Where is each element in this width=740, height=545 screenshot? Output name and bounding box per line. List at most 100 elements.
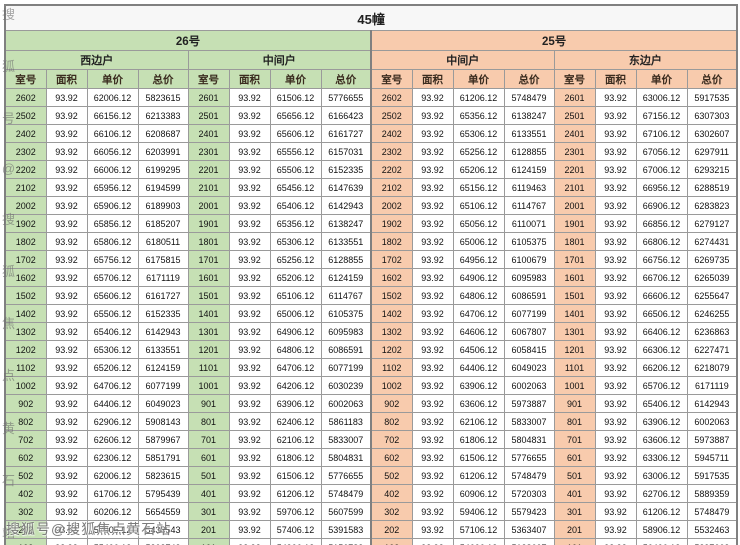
room-number-cell: 802 [4, 412, 47, 431]
value-cell: 5128607 [503, 538, 555, 545]
value-cell: 61706.12 [86, 484, 139, 503]
value-cell: 5720303 [503, 484, 555, 503]
room-number-cell: 702 [370, 430, 413, 449]
value-cell: 64406.12 [86, 394, 139, 413]
value-cell: 5908143 [137, 412, 189, 431]
room-number-cell: 1201 [553, 340, 596, 359]
room-number-cell: 2501 [553, 106, 596, 125]
value-cell: 93.92 [594, 412, 637, 431]
value-cell: 6279127 [686, 214, 738, 233]
value-cell: 5833007 [320, 430, 372, 449]
room-number-cell: 2201 [187, 160, 230, 179]
value-cell: 93.92 [45, 286, 88, 305]
room-number-cell: 1901 [187, 214, 230, 233]
value-cell: 64406.12 [452, 358, 505, 377]
value-cell: 5889359 [686, 484, 738, 503]
table-row: 2502 93.92 66156.12 6213383 2501 93.92 65656.1… [4, 106, 738, 125]
table-row: 1002 93.92 64706.12 6077199 1001 93.92 64206.1… [4, 376, 738, 395]
value-cell: 5391583 [320, 520, 372, 539]
value-cell: 61206.12 [269, 484, 322, 503]
value-cell: 65206.12 [269, 268, 322, 287]
value-cell: 65406.12 [635, 394, 688, 413]
value-cell: 5532463 [686, 520, 738, 539]
value-cell: 93.92 [594, 88, 637, 107]
value-cell: 65406.12 [269, 196, 322, 215]
value-cell: 6283823 [686, 196, 738, 215]
value-cell: 61806.12 [269, 448, 322, 467]
value-cell: 62306.12 [86, 448, 139, 467]
value-cell: 6246255 [686, 304, 738, 323]
value-cell: 93.92 [228, 268, 271, 287]
value-cell: 6067807 [503, 322, 555, 341]
value-cell: 6110071 [503, 214, 555, 233]
value-cell: 6100679 [503, 250, 555, 269]
value-cell: 67156.12 [635, 106, 688, 125]
value-cell: 93.92 [594, 196, 637, 215]
value-cell: 93.92 [228, 376, 271, 395]
value-cell: 66756.12 [635, 250, 688, 269]
value-cell: 93.92 [45, 412, 88, 431]
room-number-cell: 302 [4, 502, 47, 521]
value-cell: 6302607 [686, 124, 738, 143]
value-cell: 93.92 [228, 466, 271, 485]
value-cell: 5945711 [686, 448, 738, 467]
column-header: 单价 [452, 69, 505, 89]
column-header: 面积 [45, 69, 88, 89]
value-cell: 64806.12 [452, 286, 505, 305]
value-cell: 93.92 [594, 124, 637, 143]
value-cell: 5917535 [686, 466, 738, 485]
column-header: 室号 [370, 69, 413, 89]
room-number-cell: 1601 [553, 268, 596, 287]
value-cell: 93.92 [411, 430, 454, 449]
value-cell: 5748479 [320, 484, 372, 503]
room-number-cell: 1202 [370, 340, 413, 359]
value-cell: 61806.12 [452, 430, 505, 449]
room-number-cell: 301 [187, 502, 230, 521]
room-number-cell: 1401 [187, 304, 230, 323]
value-cell: 5823615 [137, 466, 189, 485]
room-number-cell: 1002 [4, 376, 47, 395]
value-cell: 58906.12 [635, 520, 688, 539]
room-number-cell: 701 [187, 430, 230, 449]
value-cell: 64906.12 [452, 268, 505, 287]
room-number-cell: 2001 [187, 196, 230, 215]
column-header: 总价 [137, 69, 189, 89]
value-cell: 5795439 [137, 484, 189, 503]
room-number-cell: 1301 [553, 322, 596, 341]
value-cell: 5654559 [137, 502, 189, 521]
value-cell: 93.92 [411, 232, 454, 251]
value-cell: 65256.12 [269, 250, 322, 269]
value-cell: 6218079 [686, 358, 738, 377]
column-header: 总价 [320, 69, 372, 89]
room-number-cell: 1801 [553, 232, 596, 251]
room-number-cell: 2501 [187, 106, 230, 125]
room-number-cell: 1702 [4, 250, 47, 269]
value-cell: 6274431 [686, 232, 738, 251]
value-cell: 6175815 [137, 250, 189, 269]
value-cell: 6171119 [686, 376, 738, 395]
value-cell: 6124159 [137, 358, 189, 377]
value-cell: 63606.12 [452, 394, 505, 413]
value-cell: 60906.12 [452, 484, 505, 503]
room-number-cell: 602 [4, 448, 47, 467]
value-cell: 93.92 [228, 340, 271, 359]
value-cell: 6128855 [503, 142, 555, 161]
room-number-cell: 1701 [553, 250, 596, 269]
room-number-cell: 2302 [370, 142, 413, 161]
value-cell: 5748479 [503, 88, 555, 107]
table-row: 202 93.92 57906.12 5438543 201 93.92 57406.12 5… [4, 520, 738, 539]
room-number-cell: 202 [4, 520, 47, 539]
room-number-cell: 901 [553, 394, 596, 413]
value-cell: 60206.12 [86, 502, 139, 521]
value-cell: 65806.12 [86, 232, 139, 251]
room-number-cell: 1102 [4, 358, 47, 377]
room-number-cell: 601 [553, 448, 596, 467]
value-cell: 93.92 [228, 322, 271, 341]
value-cell: 93.92 [45, 214, 88, 233]
value-cell: 64906.12 [269, 322, 322, 341]
table-row: 2102 93.92 65956.12 6194599 2101 93.92 65456.1… [4, 178, 738, 197]
room-number-cell: 2102 [4, 178, 47, 197]
value-cell: 93.92 [45, 466, 88, 485]
value-cell: 65506.12 [269, 160, 322, 179]
room-number-cell: 601 [187, 448, 230, 467]
